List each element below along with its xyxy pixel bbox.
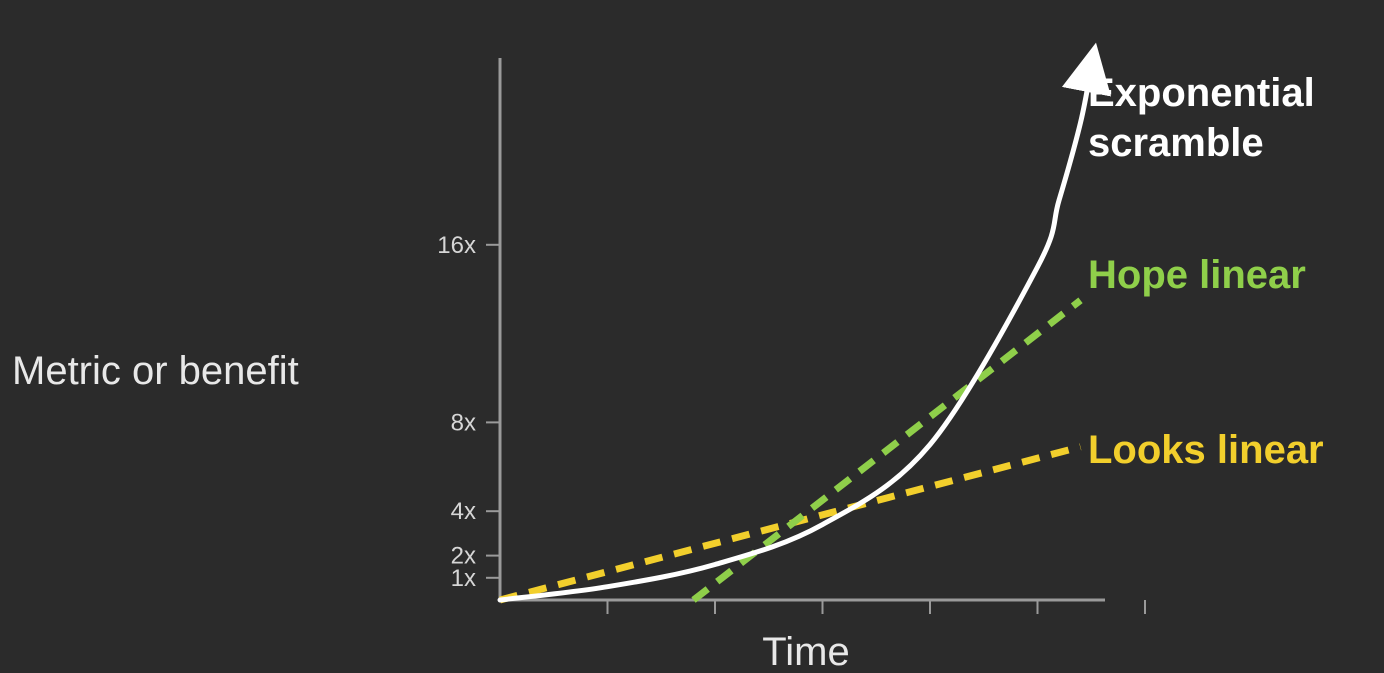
y-tick-label-8x: 8x xyxy=(451,409,476,436)
labels-layer: Exponential scramble Hope linear Looks line… xyxy=(1088,71,1324,472)
series-label-hope-linear: Hope linear xyxy=(1088,253,1306,297)
y-tick-label-4x: 4x xyxy=(451,498,476,525)
series-line-exponential-scramble xyxy=(497,42,1112,603)
y-tick-label-1x: 1x xyxy=(451,565,476,592)
series-line-hope-linear xyxy=(691,297,1083,603)
y-tick-label-2x: 2x xyxy=(451,543,476,570)
series-label-looks-linear: Looks linear xyxy=(1088,428,1324,472)
series-label-exponential-scramble-line-1: Exponential xyxy=(1088,71,1315,115)
y-axis-title: Metric or benefit xyxy=(12,349,299,393)
series-layer xyxy=(497,42,1112,604)
y-tick-label-16x: 16x xyxy=(437,232,476,259)
series-label-exponential-scramble-line-2: scramble xyxy=(1088,121,1264,165)
x-axis-title: Time xyxy=(762,630,849,673)
